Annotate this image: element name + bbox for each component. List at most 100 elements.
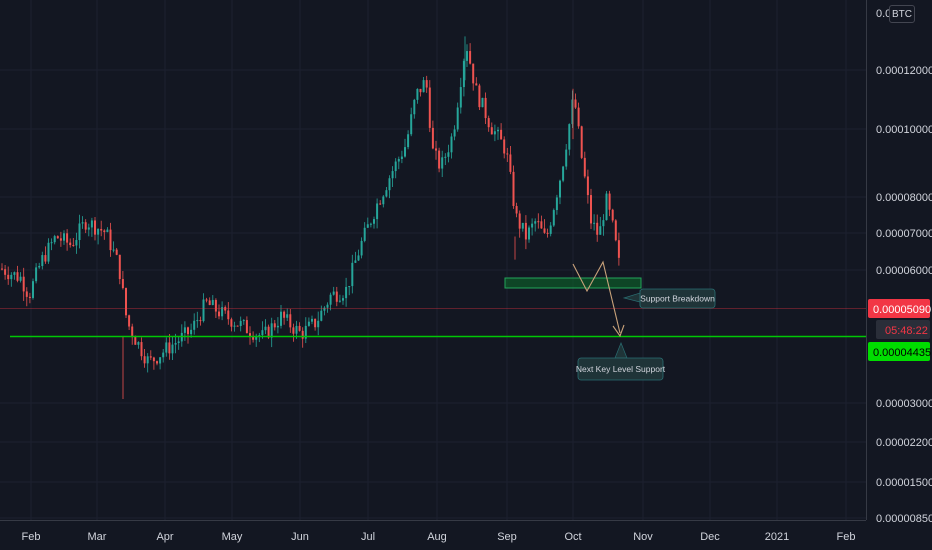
candle-body: [555, 197, 558, 211]
candle-body: [534, 221, 537, 224]
candle-body: [596, 222, 599, 235]
candle-body: [531, 223, 534, 228]
candle-body: [273, 323, 276, 328]
candle-body: [162, 352, 165, 358]
candle-body: [472, 63, 475, 84]
candle-body: [537, 221, 540, 223]
candle-body: [78, 223, 81, 241]
candle-body: [450, 136, 453, 153]
candle-body: [90, 220, 93, 228]
time-tick-label: May: [222, 531, 243, 543]
candle-body: [69, 242, 72, 246]
chart-grid: [0, 0, 866, 520]
candle-body: [410, 114, 413, 135]
candle-body: [249, 333, 251, 337]
candle-body: [435, 148, 437, 151]
candle-body: [214, 299, 217, 312]
price-tick-label: 0.00000850: [876, 513, 932, 525]
candle-body: [317, 320, 320, 328]
time-tick-label: Feb: [837, 531, 856, 543]
candle-body: [512, 171, 515, 206]
candle-body: [19, 276, 22, 281]
price-tick-label: 0.00002200: [876, 437, 932, 449]
candle-body: [503, 139, 506, 154]
candle-body: [75, 240, 78, 246]
time-axis[interactable]: Feb Mar Apr May Jun Jul Aug Sep Oct Nov Dec 2021 Feb: [0, 520, 866, 550]
candle-body: [487, 118, 490, 128]
candle-body: [171, 344, 174, 354]
candle-body: [351, 262, 354, 287]
candle-body: [283, 311, 286, 318]
support-zone-box[interactable]: [504, 277, 642, 289]
candle-body: [518, 213, 521, 229]
candle-body: [125, 288, 127, 316]
time-tick-label: Sep: [497, 531, 517, 543]
candle-body: [385, 190, 388, 197]
candle-body: [152, 357, 155, 362]
candle-body: [245, 320, 248, 334]
candle-body: [28, 296, 31, 298]
candle-body: [456, 107, 459, 130]
support-breakdown-callout[interactable]: Support Breakdown: [622, 288, 716, 309]
current-price-tag: 0.00005090 05:48:22: [868, 299, 931, 339]
time-tick-label: Oct: [564, 531, 581, 543]
price-tick-label: 0.00008000: [876, 192, 932, 204]
currency-badge[interactable]: BTC: [889, 5, 915, 23]
candle-body: [25, 291, 28, 297]
price-tick-label: 0.00006000: [876, 265, 932, 277]
support-breakdown-label: Support Breakdown: [640, 294, 715, 304]
candle-body: [509, 154, 512, 172]
candle-body: [391, 171, 394, 179]
time-tick-label: Feb: [22, 531, 41, 543]
candle-body: [314, 318, 317, 328]
candle-body: [611, 209, 614, 221]
candle-body: [59, 238, 62, 241]
candle-body: [326, 304, 329, 308]
candle-body: [50, 242, 53, 244]
candle-body: [115, 249, 118, 255]
candle-body: [524, 222, 527, 240]
candle-body: [484, 97, 487, 119]
candle-countdown: 05:48:22: [885, 325, 928, 337]
candle-body: [549, 225, 552, 234]
candle-body: [593, 222, 596, 224]
candle-body: [478, 85, 481, 108]
candle-body: [506, 153, 509, 155]
projection-path[interactable]: [572, 260, 621, 334]
candle-body: [469, 51, 472, 64]
candle-body: [617, 240, 620, 258]
current-price-value: 0.00005090: [873, 304, 931, 316]
candle-body: [438, 150, 441, 169]
price-tick-label: 0.00003000: [876, 398, 932, 410]
candle-body: [407, 134, 410, 148]
price-axis[interactable]: 0.0 0.00012000 0.00010000 0.00008000 0.0000…: [866, 0, 932, 550]
candle-body: [462, 60, 465, 88]
candle-body: [466, 51, 468, 61]
candle-body: [475, 83, 478, 86]
candle-body: [357, 255, 360, 261]
next-support-callout-pointer: [614, 342, 628, 359]
candle-body: [112, 249, 115, 251]
candle-body: [583, 157, 586, 177]
candle-body: [304, 325, 307, 339]
candle-body: [81, 222, 84, 224]
next-support-callout[interactable]: Next Key Level Support: [576, 342, 666, 381]
candle-body: [307, 321, 310, 326]
candle-body: [168, 342, 171, 354]
candle-body: [174, 343, 177, 345]
candle-body: [394, 161, 397, 172]
candle-body: [109, 229, 112, 251]
candle-body: [515, 205, 518, 214]
candle-body: [608, 193, 611, 210]
candle-body: [292, 327, 295, 334]
candle-body: [140, 342, 143, 357]
time-tick-label: Dec: [700, 531, 720, 543]
candle-body: [13, 272, 16, 275]
time-tick-label: Mar: [88, 531, 107, 543]
candle-body: [528, 227, 530, 240]
candle-body: [388, 178, 391, 191]
candle-body: [137, 342, 140, 345]
candle-body: [500, 129, 503, 140]
candle-body: [586, 176, 589, 196]
